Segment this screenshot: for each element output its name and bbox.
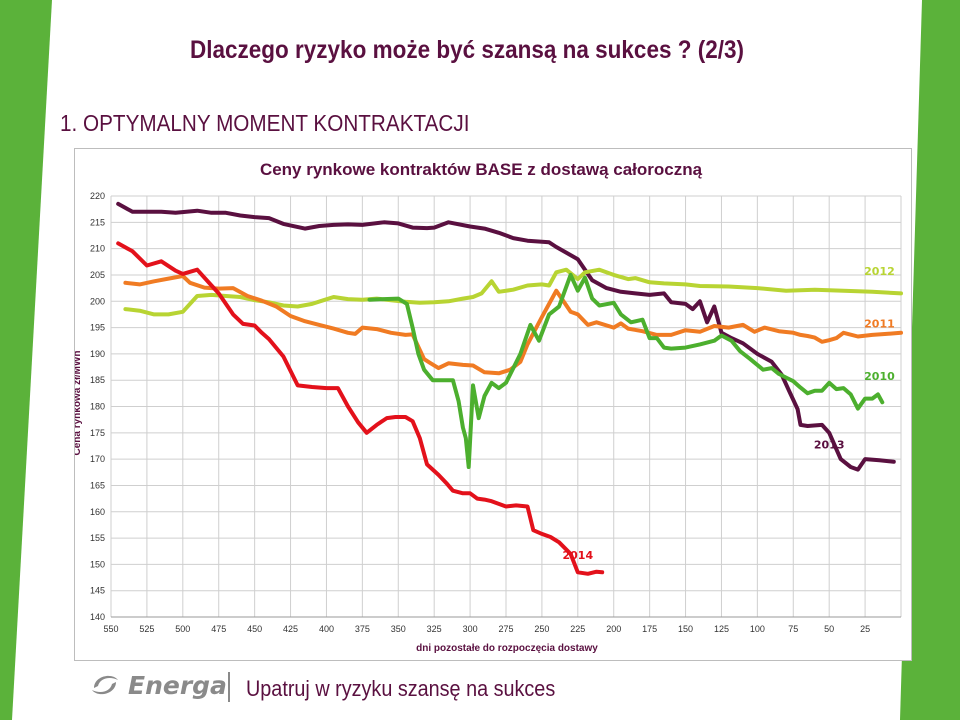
series-lines (116, 201, 903, 576)
x-tick-label: 525 (139, 624, 154, 634)
x-tick-label: 425 (283, 624, 298, 634)
slide-title: Dlaczego ryzyko może być szansą na sukce… (190, 36, 744, 64)
y-tick-label: 205 (90, 270, 105, 280)
series-label-2010: 2010 (864, 370, 895, 383)
y-tick-labels: 140 145 150 155 160 165 170 175 180 185 190 195 200 2… (90, 191, 105, 622)
right-green-band (900, 0, 960, 720)
x-axis-label: dni pozostałe do rozpoczęcia dostawy (416, 643, 598, 654)
y-axis-label: Cena rynkowa zł/MWh (75, 350, 83, 455)
energa-logo: Energa (88, 668, 227, 702)
x-tick-label: 550 (103, 624, 118, 634)
x-tick-label: 50 (824, 624, 834, 634)
x-tick-label: 275 (498, 624, 513, 634)
x-tick-labels: 550 525 500 475 450 425 400 375 350 325 300 275 250 2… (103, 624, 870, 634)
x-tick-label: 450 (247, 624, 262, 634)
series-label-2014: 2014 (563, 549, 594, 562)
x-tick-label: 375 (355, 624, 370, 634)
x-tick-label: 475 (211, 624, 226, 634)
footer-tagline: Upatruj w ryzyku szansę na sukces (246, 676, 556, 701)
chart-grid (110, 195, 902, 618)
x-tick-label: 250 (534, 624, 549, 634)
y-tick-label: 170 (90, 454, 105, 464)
x-tick-label: 325 (427, 624, 442, 634)
x-tick-label: 350 (391, 624, 406, 634)
y-tick-label: 200 (90, 296, 105, 306)
y-tick-label: 180 (90, 402, 105, 412)
series-line-2014 (116, 241, 605, 576)
x-tick-label: 500 (175, 624, 190, 634)
x-tick-label: 25 (860, 624, 870, 634)
left-green-band (0, 0, 52, 720)
y-tick-label: 195 (90, 323, 105, 333)
y-tick-label: 185 (90, 375, 105, 385)
logo-text: Energa (128, 670, 227, 700)
x-tick-label: 150 (678, 624, 693, 634)
series-line-2013 (116, 201, 896, 472)
series-line-2010 (367, 272, 885, 469)
x-tick-label: 125 (714, 624, 729, 634)
x-tick-label: 175 (642, 624, 657, 634)
x-tick-label: 300 (463, 624, 478, 634)
slide-subtitle: 1. OPTYMALNY MOMENT KONTRAKTACJI (60, 110, 470, 136)
y-tick-label: 175 (90, 428, 105, 438)
y-tick-label: 165 (90, 480, 105, 490)
y-tick-label: 150 (90, 559, 105, 569)
y-tick-label: 160 (90, 507, 105, 517)
y-tick-label: 155 (90, 533, 105, 543)
footer-divider (228, 672, 230, 702)
y-tick-label: 210 (90, 244, 105, 254)
y-tick-label: 145 (90, 586, 105, 596)
x-tick-label: 100 (750, 624, 765, 634)
x-tick-label: 75 (788, 624, 798, 634)
chart-title: Ceny rynkowe kontraktów BASE z dostawą c… (260, 160, 703, 179)
y-tick-label: 190 (90, 349, 105, 359)
series-line-2012 (123, 267, 903, 317)
series-labels: 2013 2012 2011 2010 2014 (563, 265, 896, 562)
series-label-2013: 2013 (814, 439, 845, 452)
y-tick-label: 220 (90, 191, 105, 201)
series-label-2011: 2011 (864, 318, 895, 331)
line-chart: Ceny rynkowe kontraktów BASE z dostawą c… (75, 160, 903, 654)
energa-swirl-icon (92, 675, 118, 695)
x-tick-label: 200 (606, 624, 621, 634)
x-tick-label: 225 (570, 624, 585, 634)
y-tick-label: 215 (90, 217, 105, 227)
chart-frame: Ceny rynkowe kontraktów BASE z dostawą c… (74, 148, 912, 661)
y-tick-label: 140 (90, 612, 105, 622)
series-line-2011 (123, 274, 903, 376)
series-label-2012: 2012 (864, 265, 895, 278)
x-tick-label: 400 (319, 624, 334, 634)
